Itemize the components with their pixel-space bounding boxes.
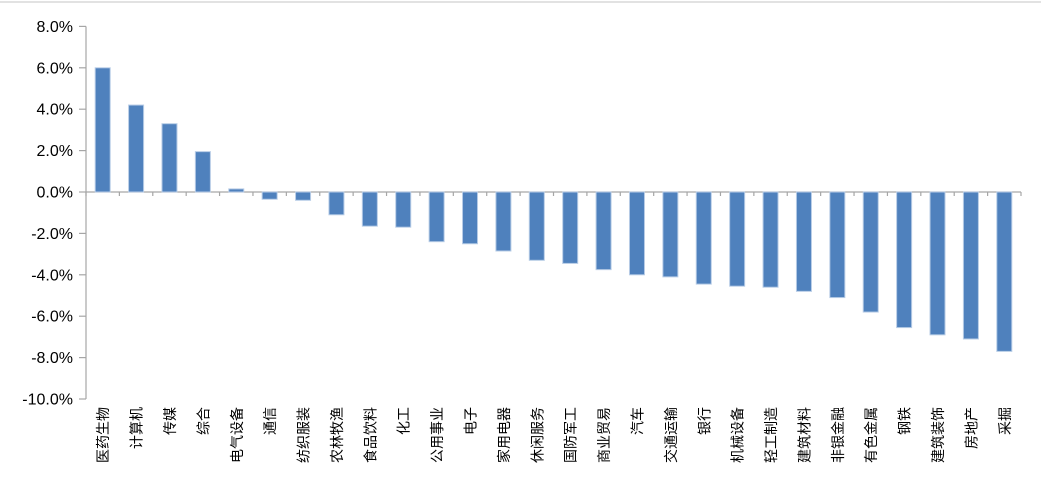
x-axis-label: 计算机 — [129, 407, 145, 449]
x-axis-label: 综合 — [195, 407, 211, 435]
bar — [595, 191, 612, 271]
bar — [128, 104, 145, 193]
bar — [495, 191, 512, 252]
bar — [228, 188, 245, 193]
y-axis-tick-label: 4.0% — [37, 102, 73, 119]
bar — [528, 191, 545, 261]
y-axis-tick-label: -2.0% — [31, 226, 73, 243]
x-axis-label: 休闲服务 — [529, 407, 545, 463]
x-axis-label: 电气设备 — [229, 407, 245, 463]
y-axis-tick-label: 0.0% — [37, 185, 73, 202]
bar — [929, 191, 946, 336]
y-axis-tick-label: 6.0% — [37, 60, 73, 77]
bar — [862, 191, 879, 313]
y-axis-tick-label: 2.0% — [37, 143, 73, 160]
x-axis-label: 建筑装饰 — [930, 407, 946, 463]
y-axis-tick-label: -8.0% — [31, 350, 73, 367]
x-axis-label: 非银金融 — [830, 407, 846, 463]
x-axis-label: 电子 — [463, 407, 479, 435]
bar — [295, 191, 312, 201]
bar — [428, 191, 445, 243]
x-axis-label: 有色金属 — [863, 407, 879, 463]
x-axis-label: 房地产 — [963, 407, 979, 449]
bar — [395, 191, 412, 228]
bar — [361, 191, 378, 227]
bar — [628, 191, 645, 276]
bar — [161, 123, 178, 193]
x-axis-label: 采掘 — [997, 407, 1013, 435]
y-axis-tick-label: -10.0% — [22, 392, 73, 409]
x-axis-label: 纺织服装 — [296, 407, 312, 463]
x-axis-label: 农林牧渔 — [329, 407, 345, 463]
x-axis-label: 商业贸易 — [596, 407, 612, 463]
bar — [896, 191, 913, 329]
x-axis-label: 交通运输 — [663, 407, 679, 463]
y-axis-tick-label: 8.0% — [37, 19, 73, 36]
x-axis-label: 机械设备 — [730, 407, 746, 463]
y-axis-tick-label: -4.0% — [31, 267, 73, 284]
x-axis-label: 医药生物 — [95, 407, 111, 463]
x-axis-label: 家用电器 — [496, 407, 512, 463]
bar — [194, 151, 211, 193]
bar — [962, 191, 979, 340]
bar — [795, 191, 812, 292]
x-axis-label: 银行 — [696, 407, 712, 435]
bar — [695, 191, 712, 285]
x-axis-label: 公用事业 — [429, 407, 445, 463]
x-axis-label: 国防军工 — [563, 407, 579, 463]
x-axis-label: 食品饮料 — [362, 407, 378, 463]
bar — [729, 191, 746, 287]
bar — [829, 191, 846, 299]
x-axis-label: 钢铁 — [897, 407, 913, 435]
x-axis-label: 化工 — [396, 407, 412, 435]
x-axis-label: 传媒 — [162, 407, 178, 435]
y-axis-tick-label: -6.0% — [31, 309, 73, 326]
bar — [94, 67, 111, 193]
x-axis-label: 轻工制造 — [763, 407, 779, 463]
x-axis-label: 建筑材料 — [796, 407, 812, 463]
bar — [562, 191, 579, 264]
bar — [328, 191, 345, 216]
bar — [662, 191, 679, 278]
bar — [762, 191, 779, 288]
bar — [462, 191, 479, 245]
bar — [261, 191, 278, 200]
x-axis-label: 通信 — [262, 407, 278, 435]
x-axis-label: 汽车 — [629, 407, 645, 435]
bar — [996, 191, 1013, 352]
